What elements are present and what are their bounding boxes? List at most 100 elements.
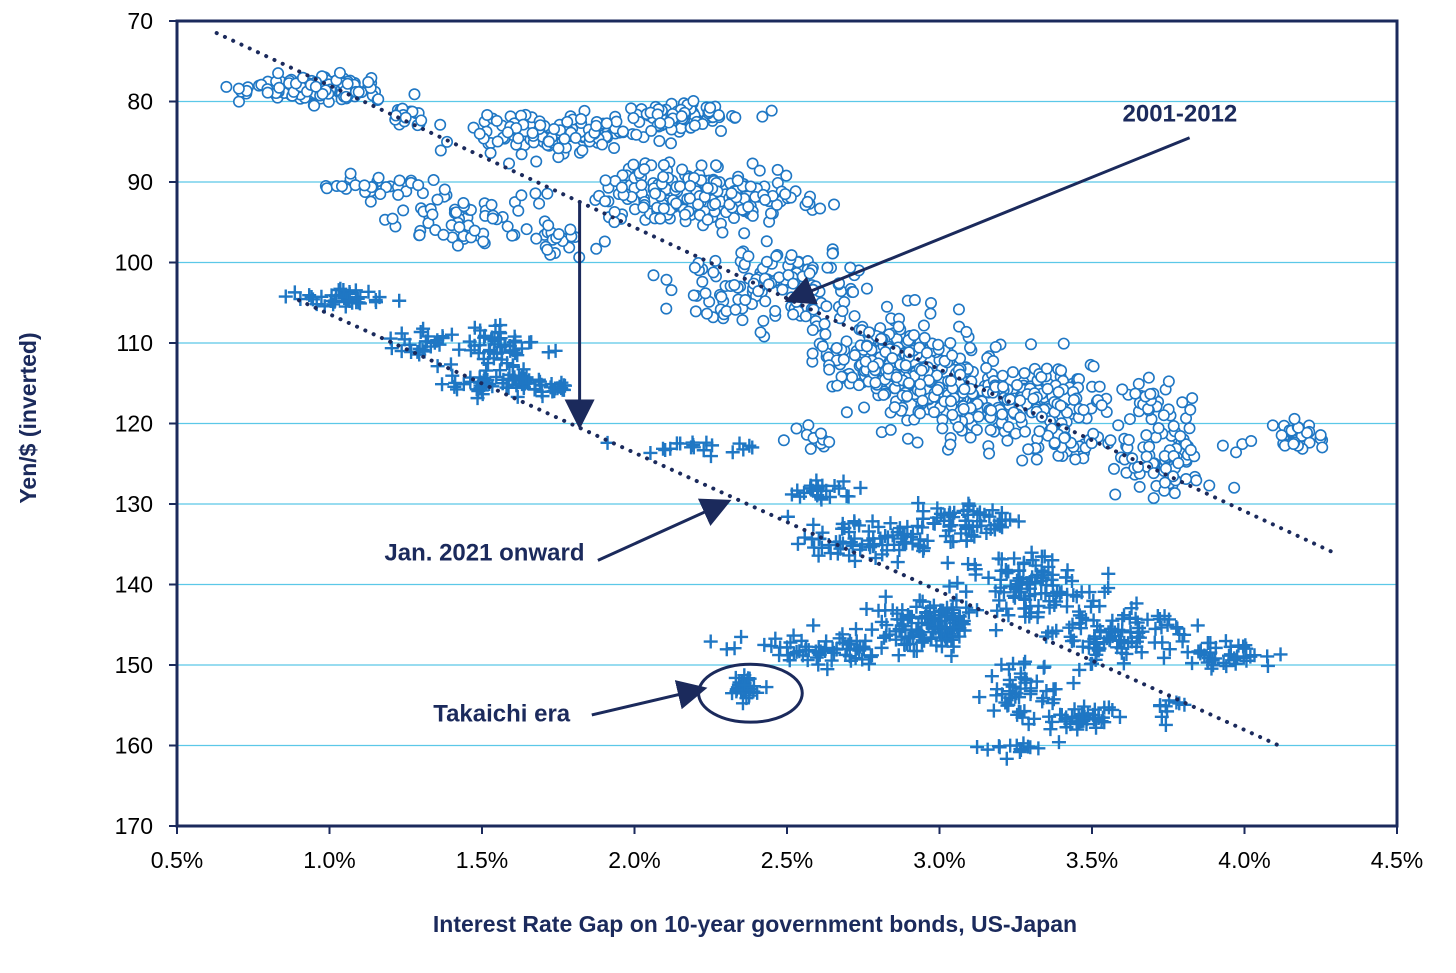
data-point <box>806 324 819 337</box>
data-point <box>996 408 1009 421</box>
data-point <box>744 180 757 193</box>
data-point <box>852 379 865 392</box>
data-point <box>1162 375 1175 388</box>
data-point <box>520 223 533 236</box>
data-point <box>960 325 973 338</box>
data-point <box>839 489 854 504</box>
data-point <box>709 197 722 210</box>
data-point <box>848 349 861 362</box>
data-point <box>490 114 503 127</box>
data-point <box>985 404 998 417</box>
data-point <box>1116 656 1131 671</box>
data-point <box>656 441 671 456</box>
data-point <box>787 277 800 290</box>
data-point <box>352 85 365 98</box>
y-tick-label: 100 <box>115 250 153 276</box>
data-point <box>790 422 803 435</box>
data-point <box>759 295 772 308</box>
data-point <box>627 158 640 171</box>
data-point <box>688 119 701 132</box>
data-point <box>984 424 997 437</box>
data-point <box>1027 392 1040 405</box>
data-point <box>704 101 717 114</box>
data-point <box>529 187 542 200</box>
data-point <box>710 159 723 172</box>
data-point <box>992 740 1007 755</box>
data-point <box>320 182 333 195</box>
x-tick-label: 4.0% <box>1218 847 1270 873</box>
data-point <box>999 601 1014 616</box>
data-point <box>645 124 658 137</box>
data-point <box>729 303 742 316</box>
data-point <box>797 530 812 545</box>
data-point <box>431 193 444 206</box>
data-point <box>725 187 738 200</box>
data-point <box>848 310 861 323</box>
trendline-2021-onward <box>297 298 1287 750</box>
data-point <box>647 269 660 282</box>
data-point <box>610 115 623 128</box>
data-point <box>1288 412 1301 425</box>
data-point <box>936 422 949 435</box>
data-point <box>915 364 928 377</box>
data-point <box>512 204 525 217</box>
data-point <box>860 282 873 295</box>
data-point <box>392 188 405 201</box>
data-point <box>847 286 860 299</box>
data-point <box>1058 431 1071 444</box>
x-axis-title: Interest Rate Gap on 10-year government … <box>433 911 1077 937</box>
data-point <box>738 227 751 240</box>
y-axis-ticks: 70 80 90 100 110 120 130 140 150 160 170 <box>115 8 177 839</box>
data-point <box>1316 441 1329 454</box>
data-point <box>764 207 777 220</box>
data-point <box>924 297 937 310</box>
data-point <box>1011 378 1024 391</box>
data-point <box>1116 383 1129 396</box>
data-point <box>846 371 859 384</box>
data-point <box>769 305 782 318</box>
data-point <box>820 300 833 313</box>
data-point <box>754 326 767 339</box>
data-point <box>687 289 700 302</box>
data-point <box>600 117 613 130</box>
data-point <box>1065 617 1080 632</box>
data-point <box>1132 377 1145 390</box>
data-point <box>731 174 744 187</box>
data-point <box>1157 409 1170 422</box>
data-point <box>220 80 233 93</box>
data-point <box>590 119 603 132</box>
data-point <box>864 622 879 637</box>
data-point <box>1167 420 1180 433</box>
data-point <box>637 201 650 214</box>
data-point <box>1186 392 1199 405</box>
data-point <box>803 267 816 280</box>
data-point <box>1123 413 1136 426</box>
data-point <box>564 223 577 236</box>
data-point <box>814 202 827 215</box>
data-point <box>558 132 571 145</box>
data-point <box>802 419 815 432</box>
data-point <box>984 669 999 684</box>
data-point <box>918 331 931 344</box>
data-point <box>272 67 285 80</box>
data-point <box>457 196 470 209</box>
data-point <box>840 335 853 348</box>
data-point <box>725 445 740 460</box>
data-point <box>912 593 927 608</box>
data-point <box>552 228 565 241</box>
data-point <box>1142 371 1155 384</box>
data-point <box>664 137 677 150</box>
data-point <box>501 126 514 139</box>
data-point <box>777 434 790 447</box>
data-point <box>630 128 643 141</box>
data-point <box>676 163 689 176</box>
data-point <box>408 88 421 101</box>
data-point <box>1287 438 1300 451</box>
data-point <box>823 363 836 376</box>
y-tick-label: 150 <box>115 652 153 678</box>
data-point <box>1087 360 1100 373</box>
data-point <box>844 261 857 274</box>
data-point <box>821 261 834 274</box>
data-point <box>481 108 494 121</box>
data-point <box>599 195 612 208</box>
